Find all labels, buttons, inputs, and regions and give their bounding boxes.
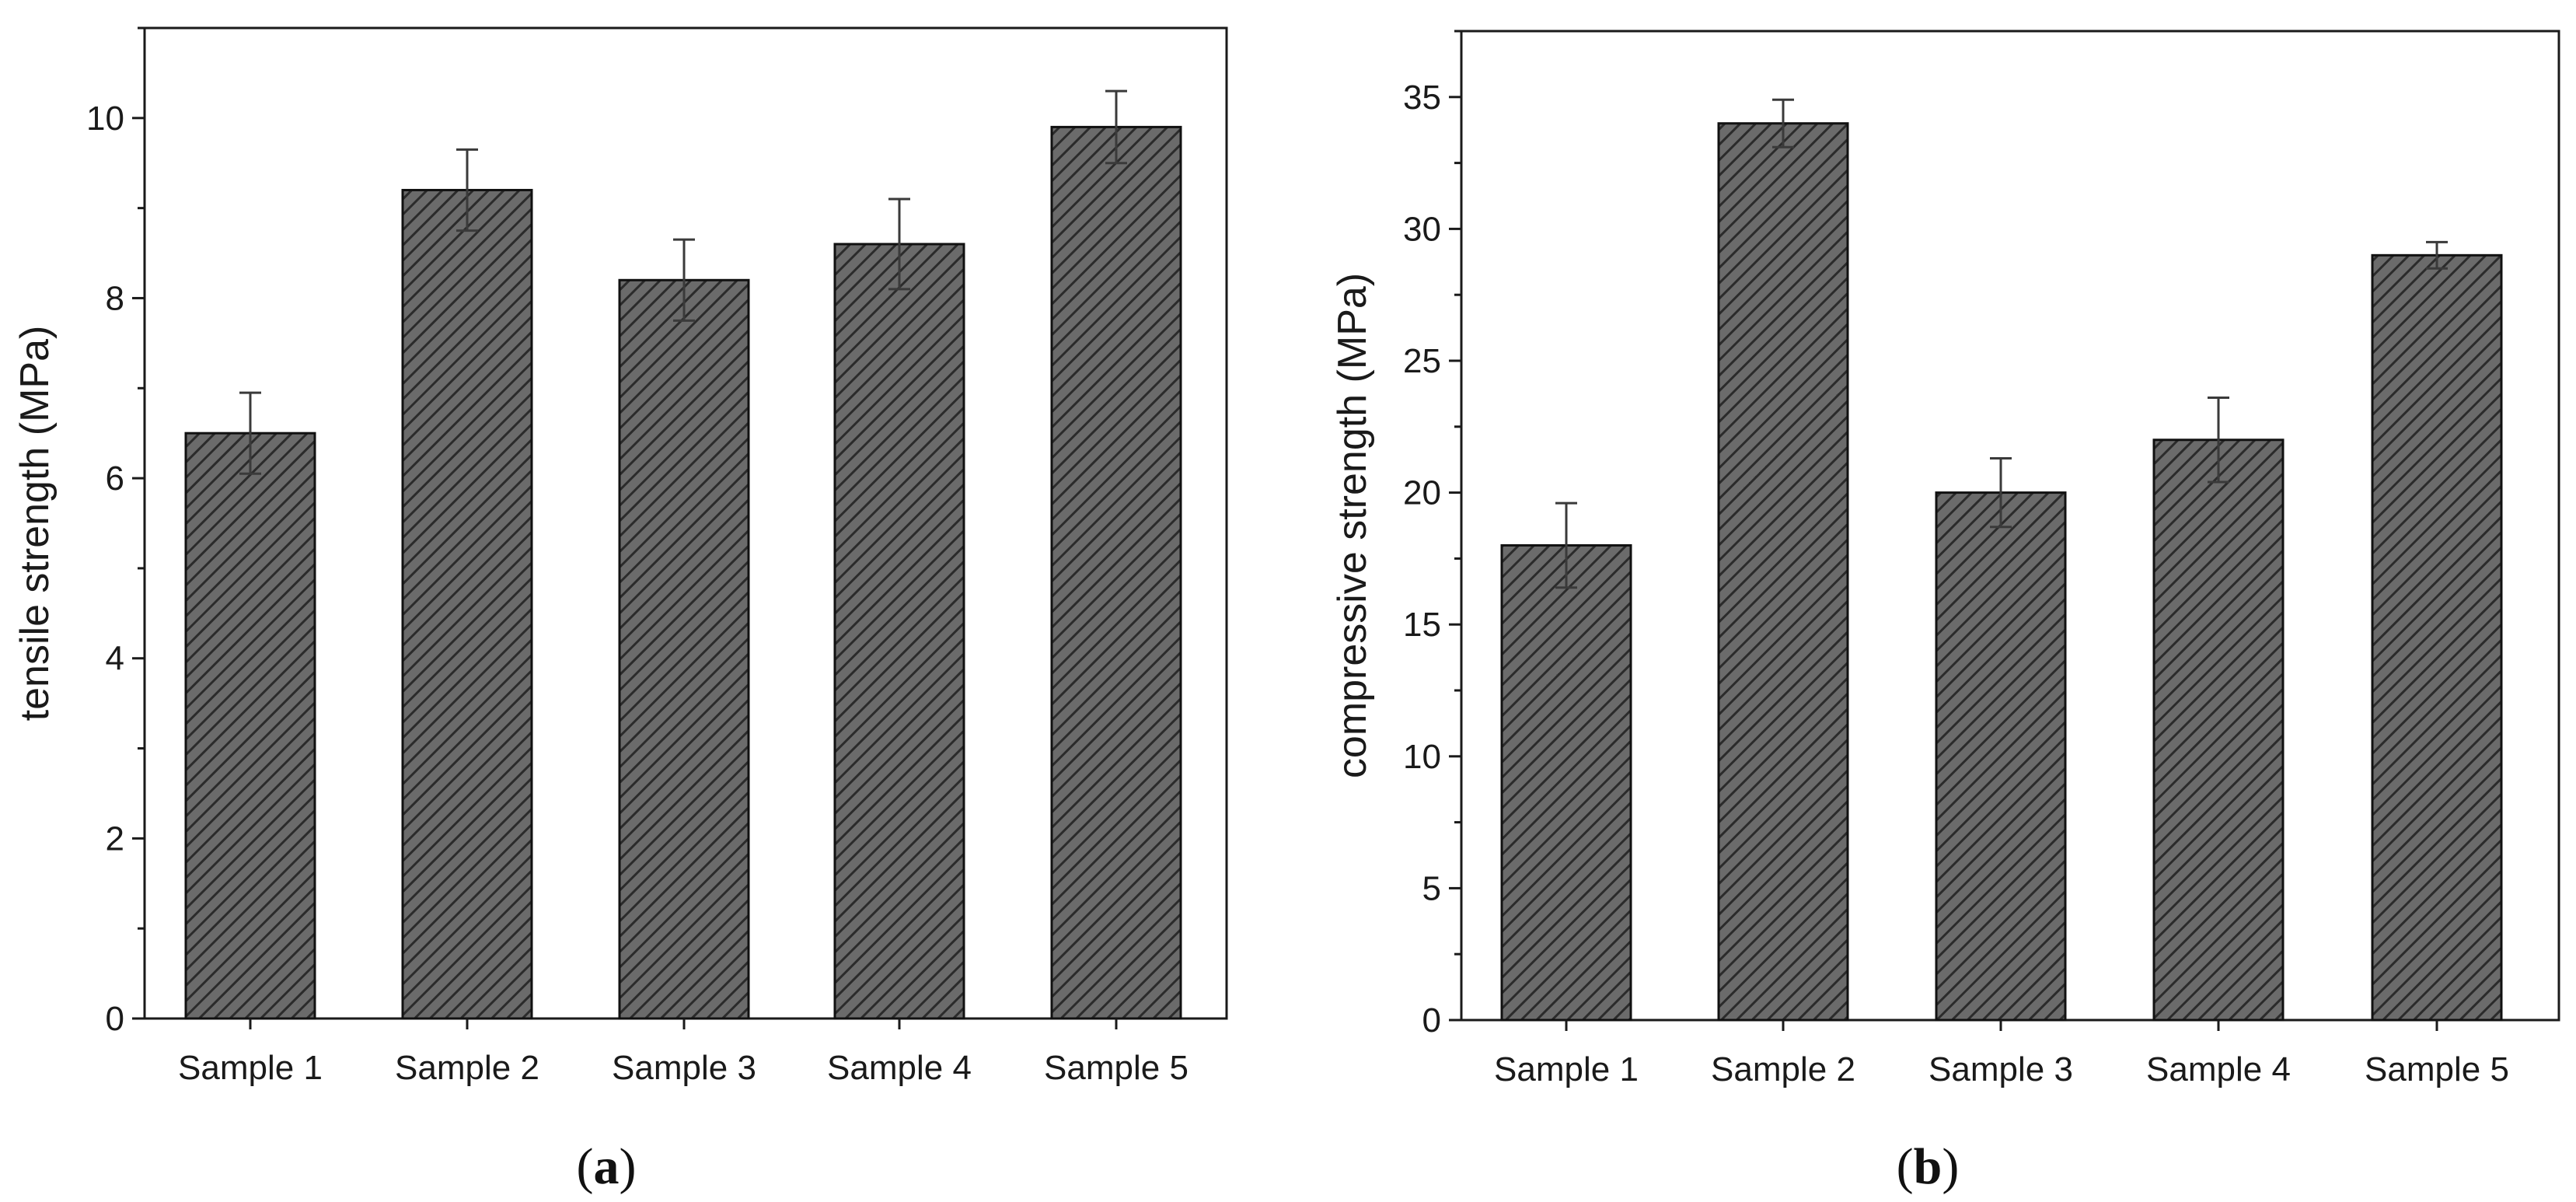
y-tick-label: 15 [1403, 606, 1441, 644]
y-tick-label: 5 [1422, 869, 1441, 907]
y-tick-label: 0 [1422, 1001, 1441, 1040]
bar-3 [618, 278, 750, 1020]
bar-2 [401, 188, 533, 1020]
panel-label-b: b [1914, 1138, 1942, 1195]
x-tick-label: Sample 4 [827, 1049, 972, 1087]
y-axis-ticks: 0 5 10 15 20 25 30 35 [1403, 30, 1461, 1040]
y-tick-label: 25 [1403, 342, 1441, 380]
error-bar-5 [1105, 89, 1127, 165]
y-tick-label: 10 [1403, 738, 1441, 776]
x-tick-label: Sample 5 [2365, 1050, 2509, 1088]
panel-caption-a: (a) [577, 1138, 637, 1195]
y-axis-title: compressive strength (MPa) [1330, 273, 1375, 778]
y-axis-title: tensile strength (MPa) [12, 326, 58, 722]
error-bar-3 [673, 238, 695, 322]
x-tick-label: Sample 4 [2146, 1050, 2291, 1088]
error-bar-4 [888, 197, 910, 291]
error-bar-3 [1990, 457, 2012, 529]
y-tick-label: 20 [1403, 474, 1441, 512]
x-tick-label: Sample 1 [1494, 1050, 1639, 1088]
tensile-strength-chart: 0 2 4 6 8 10 Sample 1 Sample 2 Sample 3 Sample 4… [12, 26, 1228, 1195]
bar-2 [1717, 122, 1849, 1022]
bar-5 [2371, 253, 2503, 1022]
y-tick-label: 30 [1403, 210, 1441, 248]
error-bar-1 [1555, 501, 1577, 589]
bar-1 [184, 432, 316, 1020]
y-tick-label: 4 [106, 640, 124, 678]
error-bar-2 [456, 148, 478, 232]
bar-5 [1050, 125, 1182, 1020]
y-tick-label: 10 [86, 100, 124, 138]
error-bar-1 [239, 391, 261, 475]
error-bar-5 [2426, 240, 2448, 270]
bar-4 [2152, 439, 2285, 1022]
x-tick-label: Sample 1 [178, 1049, 323, 1087]
y-tick-label: 8 [106, 279, 124, 317]
panel-label-a: a [594, 1138, 620, 1195]
error-bars-group [239, 89, 1127, 475]
y-tick-label: 2 [106, 819, 124, 858]
x-tick-label: Sample 5 [1044, 1049, 1189, 1087]
x-tick-label: Sample 3 [612, 1049, 756, 1087]
x-axis-ticks: Sample 1 Sample 2 Sample 3 Sample 4 Sample 5 [178, 1019, 1189, 1087]
y-axis-ticks: 0 2 4 6 8 10 [86, 26, 145, 1038]
bars-group [1500, 122, 2503, 1022]
y-tick-label: 6 [106, 459, 124, 498]
error-bar-4 [2208, 396, 2229, 484]
y-tick-label: 0 [106, 1000, 124, 1038]
bar-1 [1500, 543, 1632, 1022]
bar-3 [1935, 491, 2067, 1022]
x-tick-label: Sample 2 [1711, 1050, 1855, 1088]
error-bar-2 [1772, 98, 1794, 149]
panel-caption-b: (b) [1897, 1138, 1960, 1195]
x-tick-label: Sample 3 [1929, 1050, 2073, 1088]
error-bars-group [1555, 98, 2448, 589]
x-tick-label: Sample 2 [395, 1049, 539, 1087]
bar-4 [833, 243, 965, 1020]
y-tick-label: 35 [1403, 79, 1441, 117]
x-axis-ticks: Sample 1 Sample 2 Sample 3 Sample 4 Sample 5 [1494, 1020, 2509, 1088]
